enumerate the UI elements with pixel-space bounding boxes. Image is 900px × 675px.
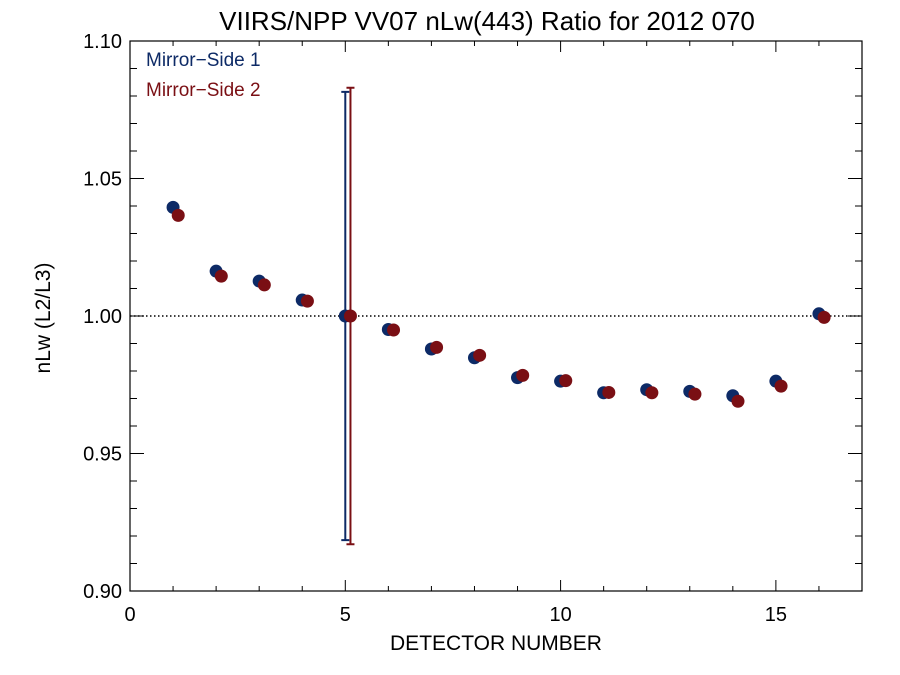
y-tick-label: 1.00 [83,306,122,328]
data-point-series-2 [817,310,831,324]
x-tick-label: 0 [124,604,135,626]
x-tick-label: 5 [340,604,351,626]
data-point-series-2 [688,387,702,401]
x-tick-label: 15 [765,604,787,626]
plot-area [129,40,863,592]
data-points [166,200,831,408]
data-point-series-2 [343,309,357,323]
x-axis-label: DETECTOR NUMBER [390,632,602,655]
data-point-series-2 [473,348,487,362]
x-tick-label: 10 [549,604,571,626]
y-tick-label: 1.05 [83,169,122,191]
legend-entry-mirror-side-1: Mirror−Side 1 [146,50,261,71]
data-point-series-2 [430,340,444,354]
data-point-series-2 [257,278,271,292]
legend-entry-mirror-side-2: Mirror−Side 2 [146,80,261,101]
data-point-series-2 [774,379,788,393]
data-point-series-2 [645,386,659,400]
data-point-series-2 [559,374,573,388]
y-axis: 0.90 0.95 1.00 1.05 1.10 [83,31,862,603]
y-axis-label: nLw (L2/L3) [32,263,55,374]
data-point-series-2 [300,294,314,308]
data-point-series-2 [171,208,185,222]
data-point-series-2 [387,323,401,337]
y-tick-label: 0.95 [83,444,122,466]
y-tick-label: 1.10 [83,31,122,53]
data-point-series-2 [516,368,530,382]
legend: Mirror−Side 1 Mirror−Side 2 [146,50,261,101]
plot-border [129,40,863,592]
x-axis: 0 5 10 15 [124,41,863,626]
data-point-series-2 [602,385,616,399]
y-tick-label: 0.90 [83,581,122,603]
data-point-series-2 [731,394,745,408]
data-point-series-2 [214,269,228,283]
chart-title: VIIRS/NPP VV07 nLw(443) Ratio for 2012 0… [219,6,755,36]
